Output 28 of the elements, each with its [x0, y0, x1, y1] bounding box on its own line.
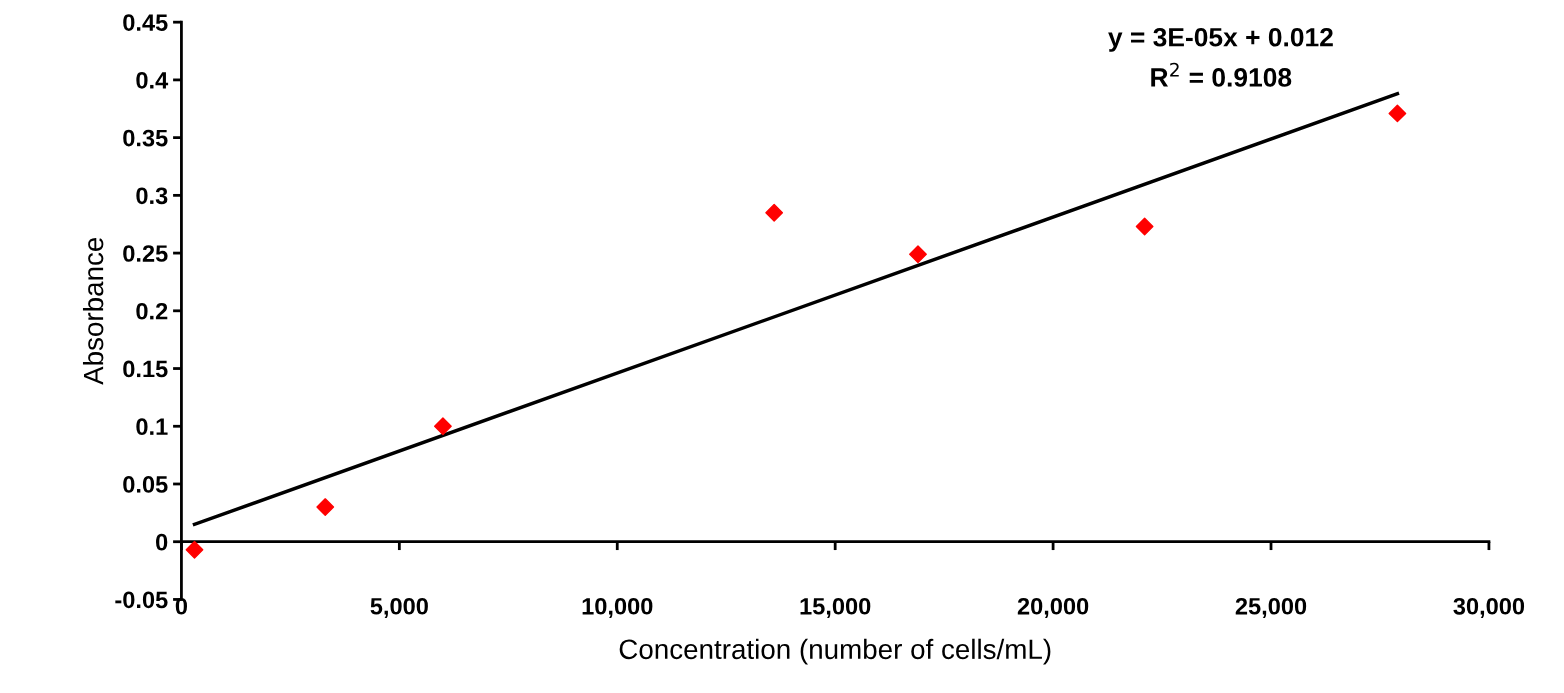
x-axis-title: Concentration (number of cells/mL) — [619, 638, 1051, 665]
point — [434, 417, 452, 436]
annotation: R$^{2}$ = 0.9108 — [1151, 62, 1292, 87]
y-axis-title: Absorbance — [82, 237, 104, 385]
x-tick-label: 25,000 — [1235, 597, 1307, 619]
x-tick-label: 30,000 — [1453, 597, 1525, 619]
point — [765, 203, 784, 222]
y-tick-label: 0.1 — [136, 418, 168, 436]
y-tick-label: -0.05 — [115, 591, 168, 609]
point — [185, 540, 204, 559]
y-tick-label: 0.15 — [123, 360, 168, 378]
x-tick-label: 20,000 — [1017, 597, 1089, 619]
y-tick-label: 0.45 — [123, 14, 168, 31]
y-tick-label: 0.3 — [136, 187, 168, 205]
y-tick-label: 0.35 — [123, 129, 168, 147]
annotation: y = 3E-05x + 0.012 — [1108, 27, 1333, 52]
point — [316, 498, 335, 516]
point — [909, 245, 927, 264]
x-tick-label: 5,000 — [370, 597, 428, 619]
x-tick-label: 15,000 — [800, 597, 871, 619]
point — [1388, 104, 1407, 123]
point — [1135, 217, 1154, 236]
y-tick-label: 0.4 — [136, 71, 169, 89]
y-tick-label: 0 — [156, 533, 168, 551]
y-tick-label: 0.2 — [136, 302, 168, 320]
y-tick-label: 0.05 — [123, 476, 168, 493]
y-tick-label: 0.25 — [123, 245, 168, 262]
x-tick-label: 10,000 — [582, 597, 653, 619]
